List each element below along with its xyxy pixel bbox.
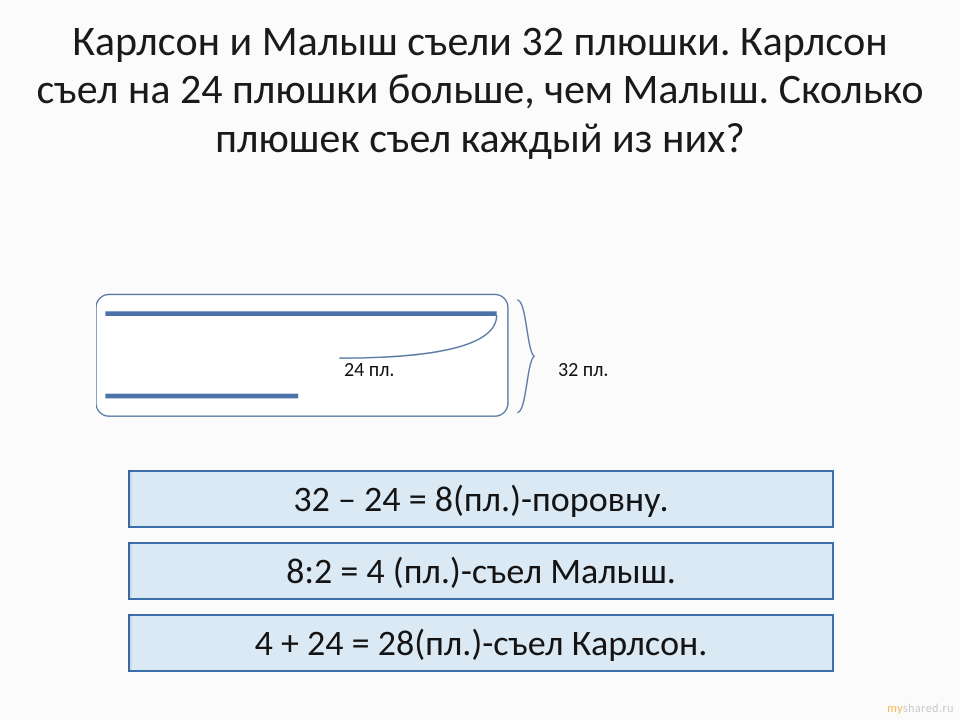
solution-steps: 32 – 24 = 8(пл.)-поровну. 8:2 = 4 (пл.)-… — [128, 470, 834, 686]
bar-malysh — [105, 394, 298, 399]
slide: Карлсон и Малыш съели 32 плюшки. Карлсон… — [0, 0, 960, 720]
watermark-rest: shared.ru — [903, 702, 954, 716]
watermark-prefix: my — [887, 702, 903, 716]
solution-step-3-text: 4 + 24 = 28(пл.)-съел Карлсон. — [255, 621, 708, 665]
tape-diagram — [96, 290, 536, 430]
solution-step-1-text: 32 – 24 = 8(пл.)-поровну. — [293, 477, 668, 521]
problem-text: Карлсон и Малыш съели 32 плюшки. Карлсон… — [30, 18, 930, 163]
solution-step-2: 8:2 = 4 (пл.)-съел Малыш. — [128, 542, 834, 600]
diagram-label-24: 24 пл. — [344, 358, 394, 382]
solution-step-1: 32 – 24 = 8(пл.)-поровну. — [128, 470, 834, 528]
watermark: myshared.ru — [887, 702, 954, 716]
diagram-label-32: 32 пл. — [558, 358, 608, 382]
brace-32 — [517, 300, 534, 412]
bar-karlson — [105, 311, 496, 316]
solution-step-2-text: 8:2 = 4 (пл.)-съел Малыш. — [286, 549, 676, 593]
solution-step-3: 4 + 24 = 28(пл.)-съел Карлсон. — [128, 614, 834, 672]
